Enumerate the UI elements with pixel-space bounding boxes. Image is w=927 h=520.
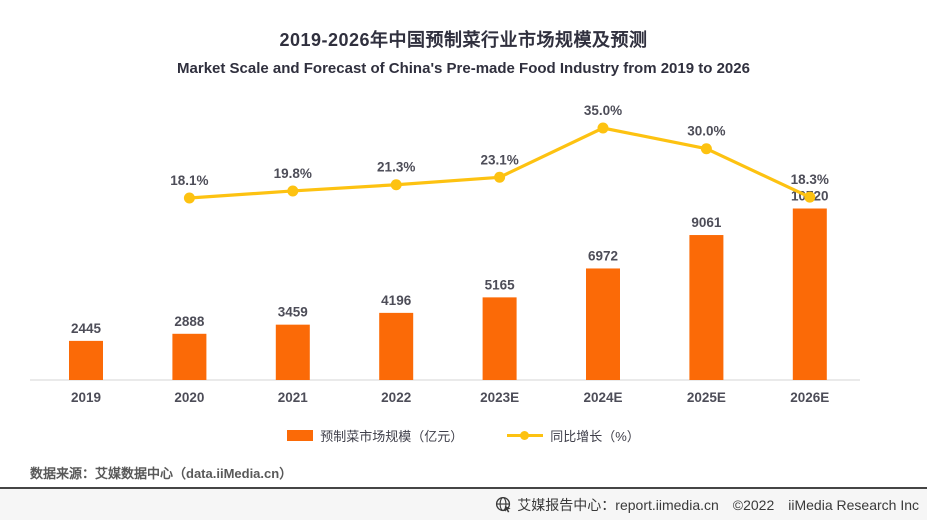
- bar-series-swatch-icon: [287, 430, 314, 441]
- legend-line-label: 同比增长（%）: [550, 429, 640, 444]
- bar: [792, 208, 827, 380]
- bar-value-label: 5165: [485, 277, 516, 292]
- growth-point: [183, 192, 195, 204]
- bar: [482, 297, 517, 380]
- growth-point: [700, 143, 712, 155]
- growth-point: [494, 171, 506, 183]
- growth-point: [390, 179, 402, 191]
- growth-value-label: 18.1%: [170, 173, 208, 188]
- bar-value-label: 2888: [174, 314, 205, 329]
- line-series-marker-icon: [507, 430, 544, 441]
- bar: [275, 324, 310, 380]
- legend-item-bar: 预制菜市场规模（亿元）: [287, 426, 463, 445]
- bar-value-label: 4196: [381, 293, 412, 308]
- bar: [586, 268, 620, 380]
- footer-site-url: report.iimedia.cn: [615, 496, 719, 513]
- footer-company: iiMedia Research Inc: [788, 496, 919, 513]
- x-axis-label: 2026E: [790, 390, 829, 405]
- x-axis-label: 2019: [71, 390, 101, 405]
- x-axis-label: 2023E: [480, 390, 519, 405]
- growth-value-label: 23.1%: [480, 152, 518, 167]
- data-source-note: 数据来源：艾媒数据中心（data.iiMedia.cn）: [30, 466, 293, 481]
- growth-point: [804, 191, 816, 203]
- bar-value-label: 6972: [588, 248, 618, 263]
- legend-bar-label: 预制菜市场规模（亿元）: [320, 429, 464, 444]
- chart-title-en: Market Scale and Forecast of China's Pre…: [177, 60, 750, 77]
- growth-value-label: 35.0%: [584, 103, 622, 118]
- growth-point: [597, 122, 609, 134]
- growth-value-label: 30.0%: [687, 124, 725, 139]
- footer-site-text: 艾媒报告中心：report.iimedia.cn: [517, 496, 719, 513]
- legend-item-line: 同比增长（%）: [507, 426, 640, 445]
- growth-value-label: 19.8%: [274, 166, 312, 181]
- chart-legend: 预制菜市场规模（亿元） 同比增长（%）: [0, 426, 927, 445]
- x-axis-label: 2020: [174, 390, 204, 405]
- bar-value-label: 9061: [691, 215, 722, 230]
- bar: [689, 235, 724, 380]
- x-axis-label: 2025E: [687, 390, 726, 405]
- footer-copyright: ©2022: [732, 496, 775, 513]
- x-axis-label: 2022: [381, 390, 411, 405]
- bar: [379, 312, 414, 380]
- growth-value-label: 18.3%: [791, 172, 829, 187]
- footer-bar: 艾媒报告中心：report.iimedia.cn ©2022 iiMedia R…: [0, 489, 927, 520]
- bar: [69, 340, 103, 380]
- x-axis-label: 2021: [278, 390, 309, 405]
- growth-point: [287, 185, 299, 197]
- globe-icon: [496, 496, 511, 513]
- chart-canvas: 2445 2019 2888 2020 3459 2021 4196 2022 5165 2023…: [30, 103, 860, 405]
- bar-value-label: 2445: [71, 321, 102, 336]
- bar: [172, 333, 207, 380]
- x-axis-label: 2024E: [583, 390, 622, 405]
- footer-divider: [0, 487, 927, 489]
- chart-title-zh: 2019-2026年中国预制菜行业市场规模及预测: [279, 30, 648, 50]
- bar-value-label: 3459: [278, 305, 308, 320]
- footer-site: 艾媒报告中心：report.iimedia.cn: [495, 495, 719, 515]
- growth-value-label: 21.3%: [377, 160, 415, 175]
